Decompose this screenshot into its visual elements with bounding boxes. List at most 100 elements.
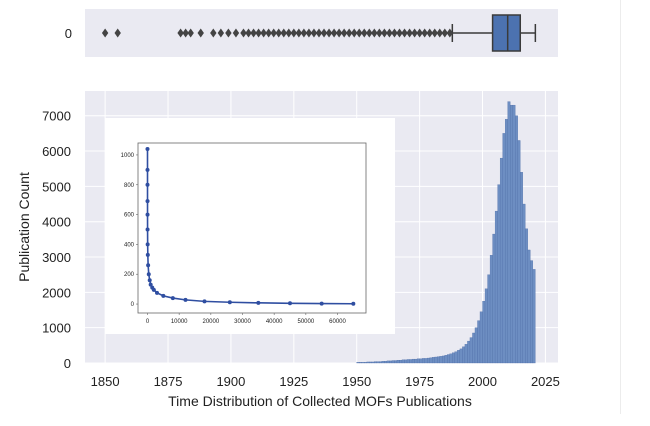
box-outlier bbox=[431, 28, 438, 38]
inset-point bbox=[351, 301, 356, 306]
inset-y-tick-label: 400 bbox=[124, 242, 135, 248]
inset-point bbox=[183, 297, 188, 302]
box-outlier bbox=[177, 28, 184, 38]
histogram-bar bbox=[404, 359, 408, 364]
box-outlier bbox=[260, 28, 267, 38]
histogram-bar bbox=[497, 184, 501, 364]
inset-x-tick-label: 10000 bbox=[171, 319, 188, 325]
y-tick-label: 2000 bbox=[42, 285, 71, 300]
y-tick-label: 1000 bbox=[42, 321, 71, 336]
inset-point bbox=[145, 227, 150, 232]
histogram-bar bbox=[487, 274, 491, 364]
x-tick-label: 1975 bbox=[405, 374, 434, 389]
histogram-bar bbox=[517, 140, 521, 364]
histogram-bar bbox=[525, 228, 528, 364]
box-outlier bbox=[101, 28, 109, 38]
histogram-bar bbox=[510, 104, 513, 364]
histogram-bar bbox=[371, 361, 375, 364]
x-tick-label: 1850 bbox=[91, 374, 120, 389]
histogram-bar bbox=[424, 358, 428, 364]
inset-line-series bbox=[145, 146, 356, 306]
y-tick-label: 3000 bbox=[42, 250, 71, 265]
box-outlier bbox=[361, 28, 368, 38]
histogram-bar bbox=[462, 346, 466, 364]
inset-point bbox=[227, 300, 232, 305]
histogram-bar bbox=[434, 356, 438, 364]
histogram-bar bbox=[401, 359, 405, 364]
box-outlier bbox=[340, 28, 348, 38]
histogram-bar bbox=[381, 361, 385, 364]
inset-y-tick-label: 0 bbox=[131, 302, 135, 308]
box-outlier bbox=[391, 28, 398, 38]
x-axis-label: Time Distribution of Collected MOFs Publ… bbox=[168, 393, 472, 409]
histogram-bar bbox=[469, 337, 473, 364]
histogram-bar bbox=[411, 358, 415, 364]
box-outlier bbox=[240, 28, 247, 38]
box-outlier bbox=[416, 28, 423, 38]
box-outlier bbox=[305, 28, 313, 38]
inset-point bbox=[202, 299, 207, 304]
box-outlier bbox=[255, 28, 262, 38]
inset-point bbox=[155, 290, 159, 295]
histogram-bar bbox=[454, 351, 458, 364]
box-outlier bbox=[300, 28, 308, 38]
inset-y-tick-label: 600 bbox=[124, 213, 135, 219]
histogram-bar bbox=[384, 361, 388, 364]
box-outlier bbox=[441, 28, 448, 38]
inset-point bbox=[288, 301, 292, 306]
inset-y-tick-label: 800 bbox=[124, 183, 135, 189]
box-outlier bbox=[345, 28, 353, 38]
y-tick-label: 4000 bbox=[42, 215, 71, 230]
box-outlier bbox=[325, 28, 333, 38]
inset-x-tick-label: 20000 bbox=[202, 319, 219, 325]
x-tick-label: 1925 bbox=[279, 374, 308, 389]
inset-x-tick-label: 0 bbox=[146, 319, 150, 325]
box-outlier bbox=[197, 28, 204, 38]
histogram-y-tick-labels: 0 1000 2000 3000 4000 5000 6000 7000 bbox=[42, 109, 71, 371]
histogram-bar bbox=[530, 260, 533, 364]
inset-point bbox=[145, 242, 150, 247]
box-outlier bbox=[310, 28, 318, 38]
histogram-bar bbox=[359, 362, 362, 364]
box-outlier bbox=[285, 28, 292, 38]
inset-y-tick-label: 200 bbox=[124, 272, 135, 278]
histogram-bar bbox=[394, 360, 398, 364]
inset-x-tick-label: 60000 bbox=[329, 319, 346, 325]
histogram-bar bbox=[396, 360, 400, 364]
histogram-bar bbox=[502, 133, 506, 364]
histogram-bar bbox=[484, 288, 488, 364]
box-outlier bbox=[401, 28, 408, 38]
histogram-bar bbox=[527, 249, 531, 364]
histogram-bar bbox=[472, 332, 476, 364]
box-outlier bbox=[436, 28, 443, 38]
box-outlier bbox=[330, 28, 338, 38]
y-tick-label: 6000 bbox=[42, 144, 71, 159]
box-category-label: 0 bbox=[65, 26, 72, 41]
histogram-bar bbox=[494, 210, 498, 364]
histogram-bars bbox=[356, 101, 536, 364]
box-outlier bbox=[217, 28, 225, 38]
histogram-bar bbox=[356, 362, 360, 364]
inset-point bbox=[161, 293, 166, 298]
histogram-bar bbox=[447, 354, 450, 364]
box-outlier bbox=[295, 28, 303, 38]
inset-point bbox=[256, 300, 261, 305]
histogram-bar bbox=[499, 157, 503, 364]
box-outlier bbox=[265, 28, 272, 38]
histogram-bar bbox=[515, 115, 518, 364]
histogram-bar bbox=[477, 320, 481, 364]
box-outlier bbox=[245, 28, 252, 38]
histogram-bar bbox=[376, 361, 380, 364]
box-plot bbox=[101, 14, 537, 52]
histogram-bar bbox=[507, 101, 511, 364]
histogram-bar bbox=[439, 356, 443, 364]
inset-point bbox=[148, 282, 153, 287]
y-tick-label: 7000 bbox=[42, 109, 71, 124]
histogram-bar bbox=[369, 361, 372, 364]
histogram-bar bbox=[366, 361, 370, 364]
inset-point bbox=[145, 182, 150, 187]
histogram-bar bbox=[459, 348, 463, 364]
box-outlier bbox=[225, 28, 232, 38]
histogram-bar bbox=[512, 104, 516, 364]
